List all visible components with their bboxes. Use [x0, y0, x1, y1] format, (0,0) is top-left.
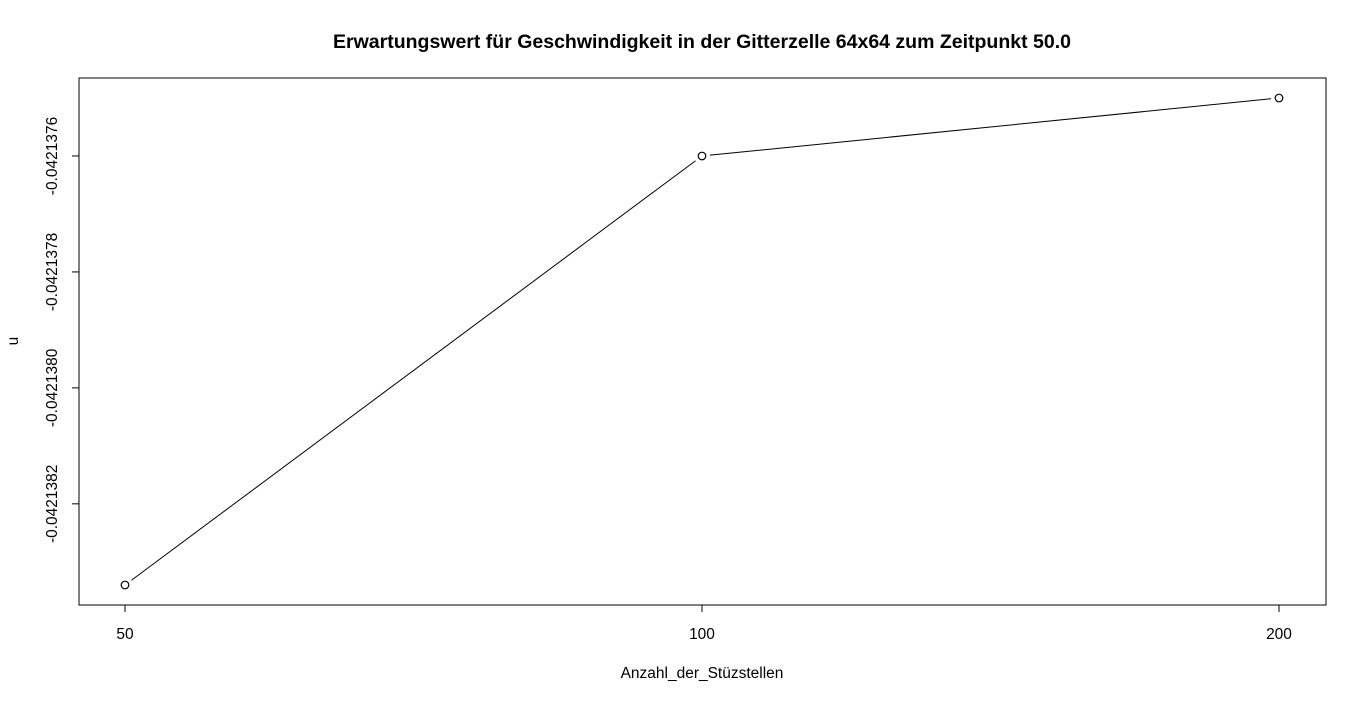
- x-axis-label: Anzahl_der_Stüzstellen: [621, 665, 784, 682]
- series-layer: [120, 93, 1284, 590]
- x-axis: 50 100 200: [116, 604, 1292, 643]
- y-tick-label: -0.0421382: [44, 465, 61, 543]
- data-point: [697, 151, 707, 161]
- y-tick-label: -0.0421380: [44, 348, 61, 427]
- chart-title: Erwartungswert für Geschwindigkeit in de…: [333, 31, 1071, 53]
- y-tick-label: -0.0421376: [44, 117, 61, 195]
- x-tick-label: 100: [689, 626, 715, 643]
- y-axis-label: u: [5, 337, 22, 346]
- y-axis: -0.0421376 -0.0421378 -0.0421380 -0.0421382: [44, 117, 80, 543]
- y-tick-label: -0.0421378: [44, 233, 61, 311]
- series-line-segment: [131, 160, 696, 581]
- x-tick-label: 200: [1266, 626, 1292, 643]
- x-tick-label: 50: [116, 626, 134, 643]
- series-line-segment: [709, 98, 1272, 156]
- data-point: [120, 580, 130, 590]
- data-point: [1274, 93, 1284, 103]
